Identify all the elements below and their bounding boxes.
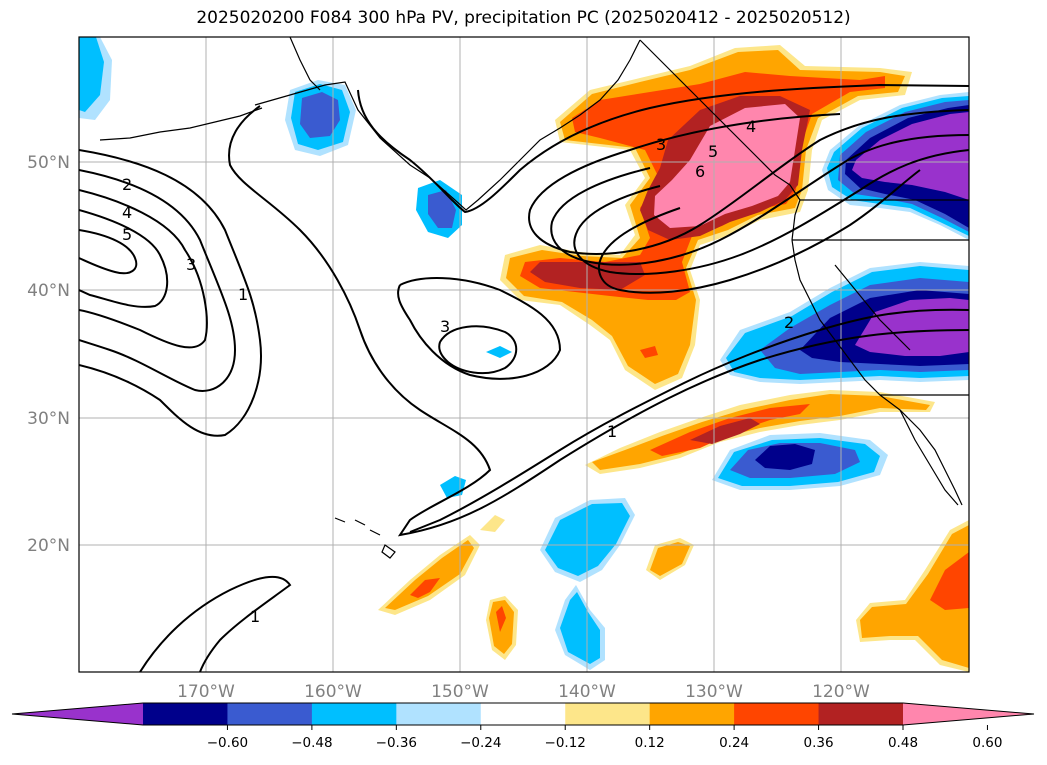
colorbar-extend-min [12,703,143,725]
alaska-coast [254,39,641,211]
colorbar-swatch [565,703,651,725]
lat-label: 20°N [27,536,70,556]
pv-contour [79,169,237,392]
contour-label: 1 [250,607,260,626]
precip-positive-area [654,104,800,228]
precip-positive-area [930,552,969,610]
colorbar-tick-label: −0.12 [545,735,586,751]
lon-label: 130°W [685,682,743,702]
lon-label: 120°W [812,682,870,702]
lon-label: 170°W [177,682,235,702]
contour-label: 2 [784,313,794,332]
lon-label: 140°W [558,682,616,702]
pv-contour [397,277,562,380]
pv-contour [550,134,969,266]
aleutian-islands [99,107,263,141]
colorbar-tick-label: 0.36 [804,735,834,751]
alaska-mainland-edge [289,37,321,91]
colorbar-swatch [480,703,566,725]
precip-positive-area [690,418,760,444]
precip-negative-area [755,444,815,470]
baja-california [899,409,959,506]
contour-label: 5 [122,225,132,244]
coastlines [99,37,969,559]
state-border-ca-nv [834,264,911,351]
pv-contour [228,105,969,537]
precip-negative-area [79,37,104,112]
contour-label: 5 [708,142,718,161]
pv-contour [357,83,969,214]
precip-positive-area [640,346,658,358]
pv-contours [79,83,969,672]
precip-positive-area [496,606,506,632]
colorbar-tick-label: 0.48 [888,735,918,751]
precip-positive-area [410,578,440,598]
precip-positive-area [860,525,969,668]
pv-contour [79,209,169,308]
colorbar-swatch [396,703,482,725]
colorbar-tick-label: 0.60 [972,735,1002,751]
map-title: 2025020200 F084 300 hPa PV, precipitatio… [196,8,851,28]
hawaii [334,517,396,559]
us-west-coast [791,239,963,506]
colorbar-tick-label: 0.24 [719,735,749,751]
pv-contour [79,229,138,275]
colorbar-tick-label: −0.48 [291,735,332,751]
map-gridlines [79,37,969,672]
pv-contour [598,169,921,294]
map-panel: 2 4 5 3 1 3 3 5 6 4 2 1 1 [79,37,969,672]
precip-positive-area [385,540,474,610]
pv-contour [573,149,969,275]
precip-positive-area [480,515,505,532]
lon-label: 150°W [431,682,489,702]
colorbar-swatch [311,703,397,725]
colorbar-swatch [227,703,313,725]
precip-negative-area [486,346,512,358]
precip-negative-area [560,592,600,664]
contour-label: 3 [186,255,196,274]
contour-label: 1 [607,422,617,441]
precip-fill-layer [79,37,969,672]
colorbar-swatch [734,703,820,725]
lon-label: 160°W [304,682,362,702]
contour-labels: 2 4 5 3 1 3 3 5 6 4 2 1 1 [122,117,794,626]
colorbar: −0.60 −0.48 −0.36 −0.24 −0.12 0.12 0.24 0.36 0.4… [11,702,1035,751]
contour-label: 1 [238,285,248,304]
colorbar-swatch [649,703,735,725]
precip-positive-area [650,542,690,576]
pv-contour [79,189,208,349]
contour-label: 6 [695,162,705,181]
pv-contour [139,575,292,672]
precip-negative-area [300,92,340,138]
lat-label: 30°N [27,409,70,429]
precip-negative-area [428,190,456,228]
colorbar-outline [11,702,1035,726]
colorbar-tick-label: −0.24 [460,735,501,751]
latitude-labels: 50°N 40°N 30°N 20°N [27,153,70,556]
pv-contour [438,325,518,375]
lat-label: 50°N [27,153,70,173]
pv-contour [79,149,262,437]
contour-label: 4 [122,203,132,222]
colorbar-tick-label: −0.36 [376,735,417,751]
contour-label: 3 [656,135,666,154]
colorbar-extend-max [903,703,1034,725]
map-frame [78,36,970,673]
longitude-labels: 170°W 160°W 150°W 140°W 130°W 120°W [177,682,870,702]
contour-label: 2 [122,175,132,194]
colorbar-swatch [143,703,228,725]
colorbar-swatch [818,703,904,725]
lat-label: 40°N [27,281,70,301]
precip-negative-area [855,298,969,356]
pv-contour [409,308,969,533]
colorbar-tick-label: −0.60 [207,735,248,751]
pv-contour [528,109,969,255]
colorbar-tick-label: 0.12 [635,735,665,751]
contour-label: 4 [746,117,756,136]
contour-label: 3 [440,317,450,336]
